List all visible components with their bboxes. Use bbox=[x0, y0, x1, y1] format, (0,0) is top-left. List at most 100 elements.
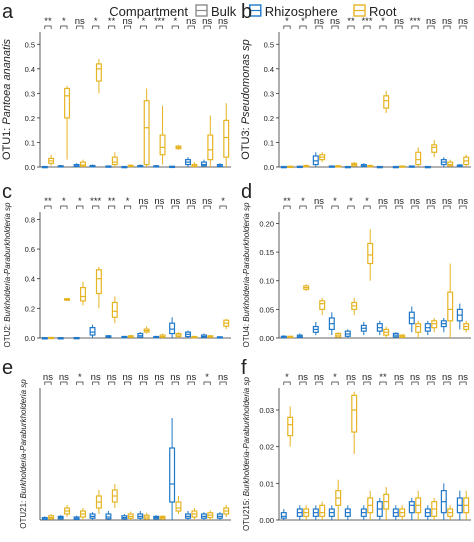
box-iqr bbox=[383, 95, 390, 109]
panels: a 0.0 0.1 0.2 0.3 0.4 0.5 OTU1: Pantoea ananati… bbox=[1, 1, 471, 531]
box-rhizo bbox=[360, 163, 367, 168]
box-rhizo bbox=[376, 320, 383, 336]
box-root bbox=[64, 86, 71, 160]
box-root bbox=[175, 496, 182, 514]
group: ns bbox=[392, 372, 406, 520]
box-iqr bbox=[143, 100, 150, 166]
sig-label: * bbox=[349, 196, 353, 207]
box-root bbox=[303, 505, 310, 520]
sig-label: ns bbox=[314, 196, 324, 207]
sig-label: * bbox=[142, 16, 146, 27]
box-rhizo bbox=[376, 165, 383, 169]
group: * bbox=[360, 196, 374, 336]
y-axis-label-taxon: Burkholderia-Paraburkholderia sp bbox=[242, 377, 251, 497]
group: ns bbox=[41, 372, 55, 520]
group: ns bbox=[169, 372, 182, 520]
group: *** bbox=[153, 16, 166, 168]
sig-label: ns bbox=[298, 372, 308, 383]
group: *** bbox=[89, 196, 102, 338]
sig-label: * bbox=[78, 196, 82, 207]
group: ns bbox=[200, 196, 214, 338]
sig-bracket bbox=[331, 381, 339, 385]
box-root bbox=[175, 144, 182, 150]
box-root bbox=[111, 484, 118, 508]
box-iqr bbox=[319, 504, 326, 517]
group: * bbox=[216, 196, 230, 339]
sig-label: ns bbox=[202, 16, 212, 27]
group: * bbox=[344, 196, 358, 338]
group: ns bbox=[440, 196, 454, 338]
sig-label: * bbox=[62, 196, 66, 207]
sig-bracket bbox=[44, 205, 52, 209]
sig-bracket bbox=[76, 25, 84, 29]
sig-label: ns bbox=[91, 372, 101, 383]
box-rhizo bbox=[121, 165, 128, 169]
sig-bracket bbox=[44, 381, 52, 385]
sig-bracket bbox=[219, 381, 227, 385]
sig-label: * bbox=[333, 196, 337, 207]
sig-label: ns bbox=[154, 196, 164, 207]
sig-bracket bbox=[427, 205, 435, 209]
box-root bbox=[127, 511, 134, 520]
box-rhizo bbox=[280, 165, 287, 169]
box-rhizo bbox=[105, 511, 112, 520]
box-iqr bbox=[312, 155, 319, 166]
sig-label: ns bbox=[362, 372, 372, 383]
group: * bbox=[296, 196, 310, 339]
sig-bracket bbox=[92, 205, 100, 209]
sig-bracket bbox=[124, 205, 132, 209]
y-tick-label: 0.3 bbox=[25, 89, 35, 98]
y-tick-label: 0.2 bbox=[25, 114, 35, 123]
box-iqr bbox=[223, 119, 230, 158]
sig-label: ns bbox=[170, 372, 180, 383]
group: ns bbox=[121, 372, 134, 520]
box-iqr bbox=[169, 447, 176, 503]
box-root bbox=[207, 335, 214, 338]
sig-label: * bbox=[205, 372, 209, 383]
box-iqr bbox=[447, 161, 454, 167]
group: ns bbox=[392, 16, 406, 169]
group: ns bbox=[392, 196, 406, 339]
box-iqr bbox=[79, 287, 86, 302]
box-root bbox=[159, 515, 166, 520]
y-tick-label: 0.02 bbox=[259, 443, 274, 452]
y-tick-label: 0.0 bbox=[264, 163, 274, 172]
sig-label: * bbox=[78, 372, 82, 383]
sig-bracket bbox=[299, 381, 307, 385]
box-root bbox=[207, 115, 214, 167]
box-root bbox=[351, 297, 358, 316]
box-rhizo bbox=[200, 333, 207, 338]
box-rhizo bbox=[408, 165, 415, 168]
legend: Compartment Bulk Rhizosphere Root bbox=[109, 4, 397, 19]
sig-label: * bbox=[94, 16, 98, 27]
y-tick-label: 0.4 bbox=[25, 65, 35, 74]
box-iqr bbox=[111, 301, 118, 318]
box-root bbox=[79, 508, 86, 520]
sig-label: ns bbox=[394, 372, 404, 383]
sig-bracket bbox=[459, 381, 467, 385]
box-iqr bbox=[447, 291, 454, 322]
sig-bracket bbox=[427, 381, 435, 385]
sig-label: ns bbox=[138, 372, 148, 383]
box-iqr bbox=[319, 300, 326, 310]
box-root bbox=[191, 335, 198, 339]
box-root bbox=[319, 501, 326, 520]
sig-label: ns bbox=[314, 16, 324, 27]
panel-d: d 0.00 0.05 0.10 0.15 0.20 OTU4: Burkholderia-… bbox=[241, 181, 471, 347]
box-root bbox=[431, 498, 438, 520]
sig-bracket bbox=[203, 381, 211, 385]
box-rhizo bbox=[73, 336, 80, 340]
group: *** bbox=[360, 16, 374, 168]
box-rhizo bbox=[392, 505, 399, 520]
y-axis-label: OTU21: Burkholderia-Paraburkholderia sp bbox=[19, 379, 28, 529]
y-axis-label-otu: OTU3: bbox=[240, 124, 252, 159]
box-rhizo bbox=[424, 505, 431, 520]
group: * bbox=[328, 372, 342, 520]
box-root bbox=[415, 490, 422, 520]
box-rhizo bbox=[169, 165, 176, 169]
group: * bbox=[169, 16, 182, 169]
legend-label: Root bbox=[369, 4, 397, 19]
group: ** bbox=[105, 196, 118, 338]
box-rhizo bbox=[376, 498, 383, 520]
